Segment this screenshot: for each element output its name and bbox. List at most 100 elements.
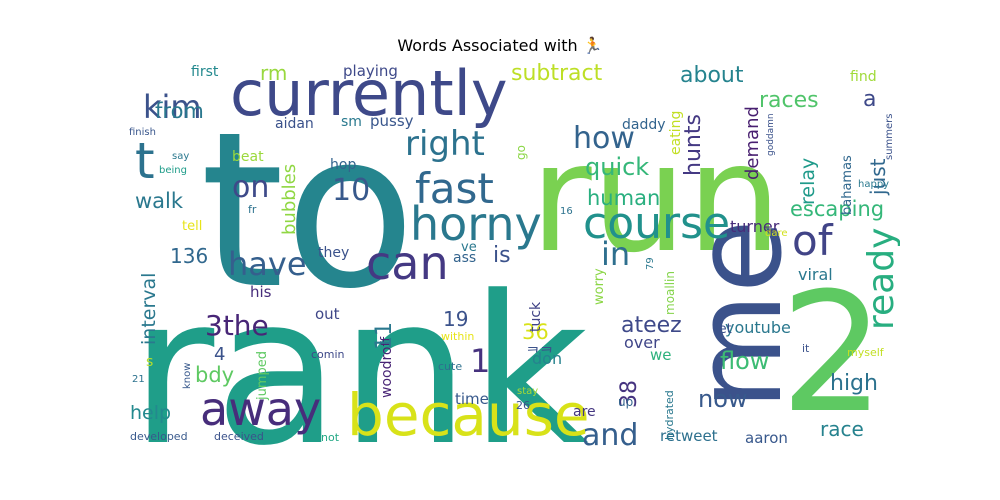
word-37: hunts <box>681 114 706 176</box>
word-19: have <box>228 245 307 283</box>
word-26: subtract <box>511 61 603 86</box>
word-112: developed <box>130 430 188 443</box>
word-104: up <box>618 395 633 409</box>
word-60: woodroff <box>379 337 395 398</box>
word-24: in <box>601 235 630 273</box>
word-56: viral <box>798 265 833 284</box>
word-80: eating <box>668 111 684 155</box>
word-27: from <box>155 99 204 123</box>
word-59: aaron <box>745 429 788 447</box>
word-74: aidan <box>275 116 314 132</box>
word-109: know <box>182 363 193 389</box>
word-61: tuck <box>528 301 544 332</box>
word-51: help <box>130 402 171 424</box>
word-31: human <box>587 186 660 210</box>
word-32: escaping <box>790 197 884 221</box>
word-21: on <box>232 170 269 205</box>
word-43: ateez <box>621 313 682 338</box>
word-52: race <box>820 417 864 441</box>
word-100: ᄏᄏ <box>526 344 554 362</box>
word-55: youtube <box>725 318 791 337</box>
word-68: time <box>455 390 489 408</box>
word-88: happy <box>858 179 889 190</box>
word-78: beat <box>232 149 264 165</box>
word-94: ve <box>461 240 477 255</box>
word-111: 21 <box>132 374 145 385</box>
word-50: bdy <box>195 363 234 387</box>
word-90: fr <box>248 203 257 216</box>
word-106: it <box>802 342 810 355</box>
word-62: 11 <box>372 322 397 350</box>
word-30: is <box>493 243 511 268</box>
word-15: how <box>573 121 635 156</box>
word-5: currently <box>230 60 508 130</box>
word-40: just <box>866 158 890 196</box>
word-98: moallin <box>663 271 677 315</box>
word-114: not <box>321 431 340 444</box>
word-34: now <box>698 385 748 413</box>
word-79: daddy <box>622 117 666 133</box>
word-0: to <box>200 85 416 336</box>
word-18: kim <box>143 88 202 126</box>
word-72: playing <box>343 62 398 80</box>
word-101: cute <box>438 360 462 373</box>
word-67: don <box>532 349 562 368</box>
word-8: course <box>583 198 730 249</box>
word-2: run <box>530 112 782 286</box>
word-110: s <box>146 354 153 370</box>
word-89: 16 <box>560 206 573 217</box>
word-63: let <box>715 322 732 337</box>
word-77: hop <box>330 157 356 173</box>
word-49: 4 <box>214 344 225 365</box>
word-42: bubbles <box>279 164 300 235</box>
word-54: bahamas <box>840 155 855 215</box>
word-65: we <box>650 346 672 364</box>
word-93: they <box>318 245 349 261</box>
word-6: because <box>347 381 590 448</box>
word-38: demand <box>742 106 763 180</box>
word-7: horny <box>410 197 542 251</box>
word-107: myself <box>847 346 885 359</box>
word-25: quick <box>585 153 649 181</box>
word-103: 26 <box>516 399 530 412</box>
word-11: right <box>405 124 485 164</box>
word-70: his <box>250 283 272 301</box>
word-44: interval <box>138 273 160 345</box>
word-36: flow <box>720 347 769 375</box>
word-84: say <box>172 151 189 162</box>
word-16: and <box>582 418 638 448</box>
word-1: rank <box>130 253 589 448</box>
word-4: 2 <box>780 257 885 448</box>
word-83: finish <box>129 127 156 138</box>
word-28: about <box>680 63 744 88</box>
word-86: go <box>514 145 528 160</box>
word-33: walk <box>135 189 184 213</box>
word-76: pussy <box>370 112 414 130</box>
word-87: goddamn <box>766 113 776 156</box>
word-29: races <box>759 88 819 113</box>
word-99: within <box>441 330 474 343</box>
word-97: worry <box>592 268 607 305</box>
word-71: out <box>315 305 340 323</box>
word-41: a <box>863 87 876 112</box>
word-48: 38 <box>617 380 642 408</box>
word-22: 10 <box>332 173 370 208</box>
word-45: 136 <box>170 244 208 268</box>
word-69: are <box>573 404 596 420</box>
word-102: stay <box>517 386 538 397</box>
word-3: me <box>670 219 809 410</box>
chart-title: Words Associated with 🏃 <box>397 36 603 55</box>
word-66: jumped <box>255 351 270 401</box>
word-108: comin <box>311 348 345 361</box>
word-39: relay <box>797 158 819 205</box>
word-91: dare <box>765 228 788 239</box>
word-53: rm <box>260 61 287 85</box>
word-13: t <box>135 132 155 190</box>
word-14: of <box>792 216 834 265</box>
word-113: deceived <box>214 430 264 443</box>
word-58: retweet <box>660 427 718 445</box>
word-47: 36 <box>522 320 549 344</box>
word-75: sm <box>341 114 362 130</box>
word-81: find <box>850 69 877 85</box>
